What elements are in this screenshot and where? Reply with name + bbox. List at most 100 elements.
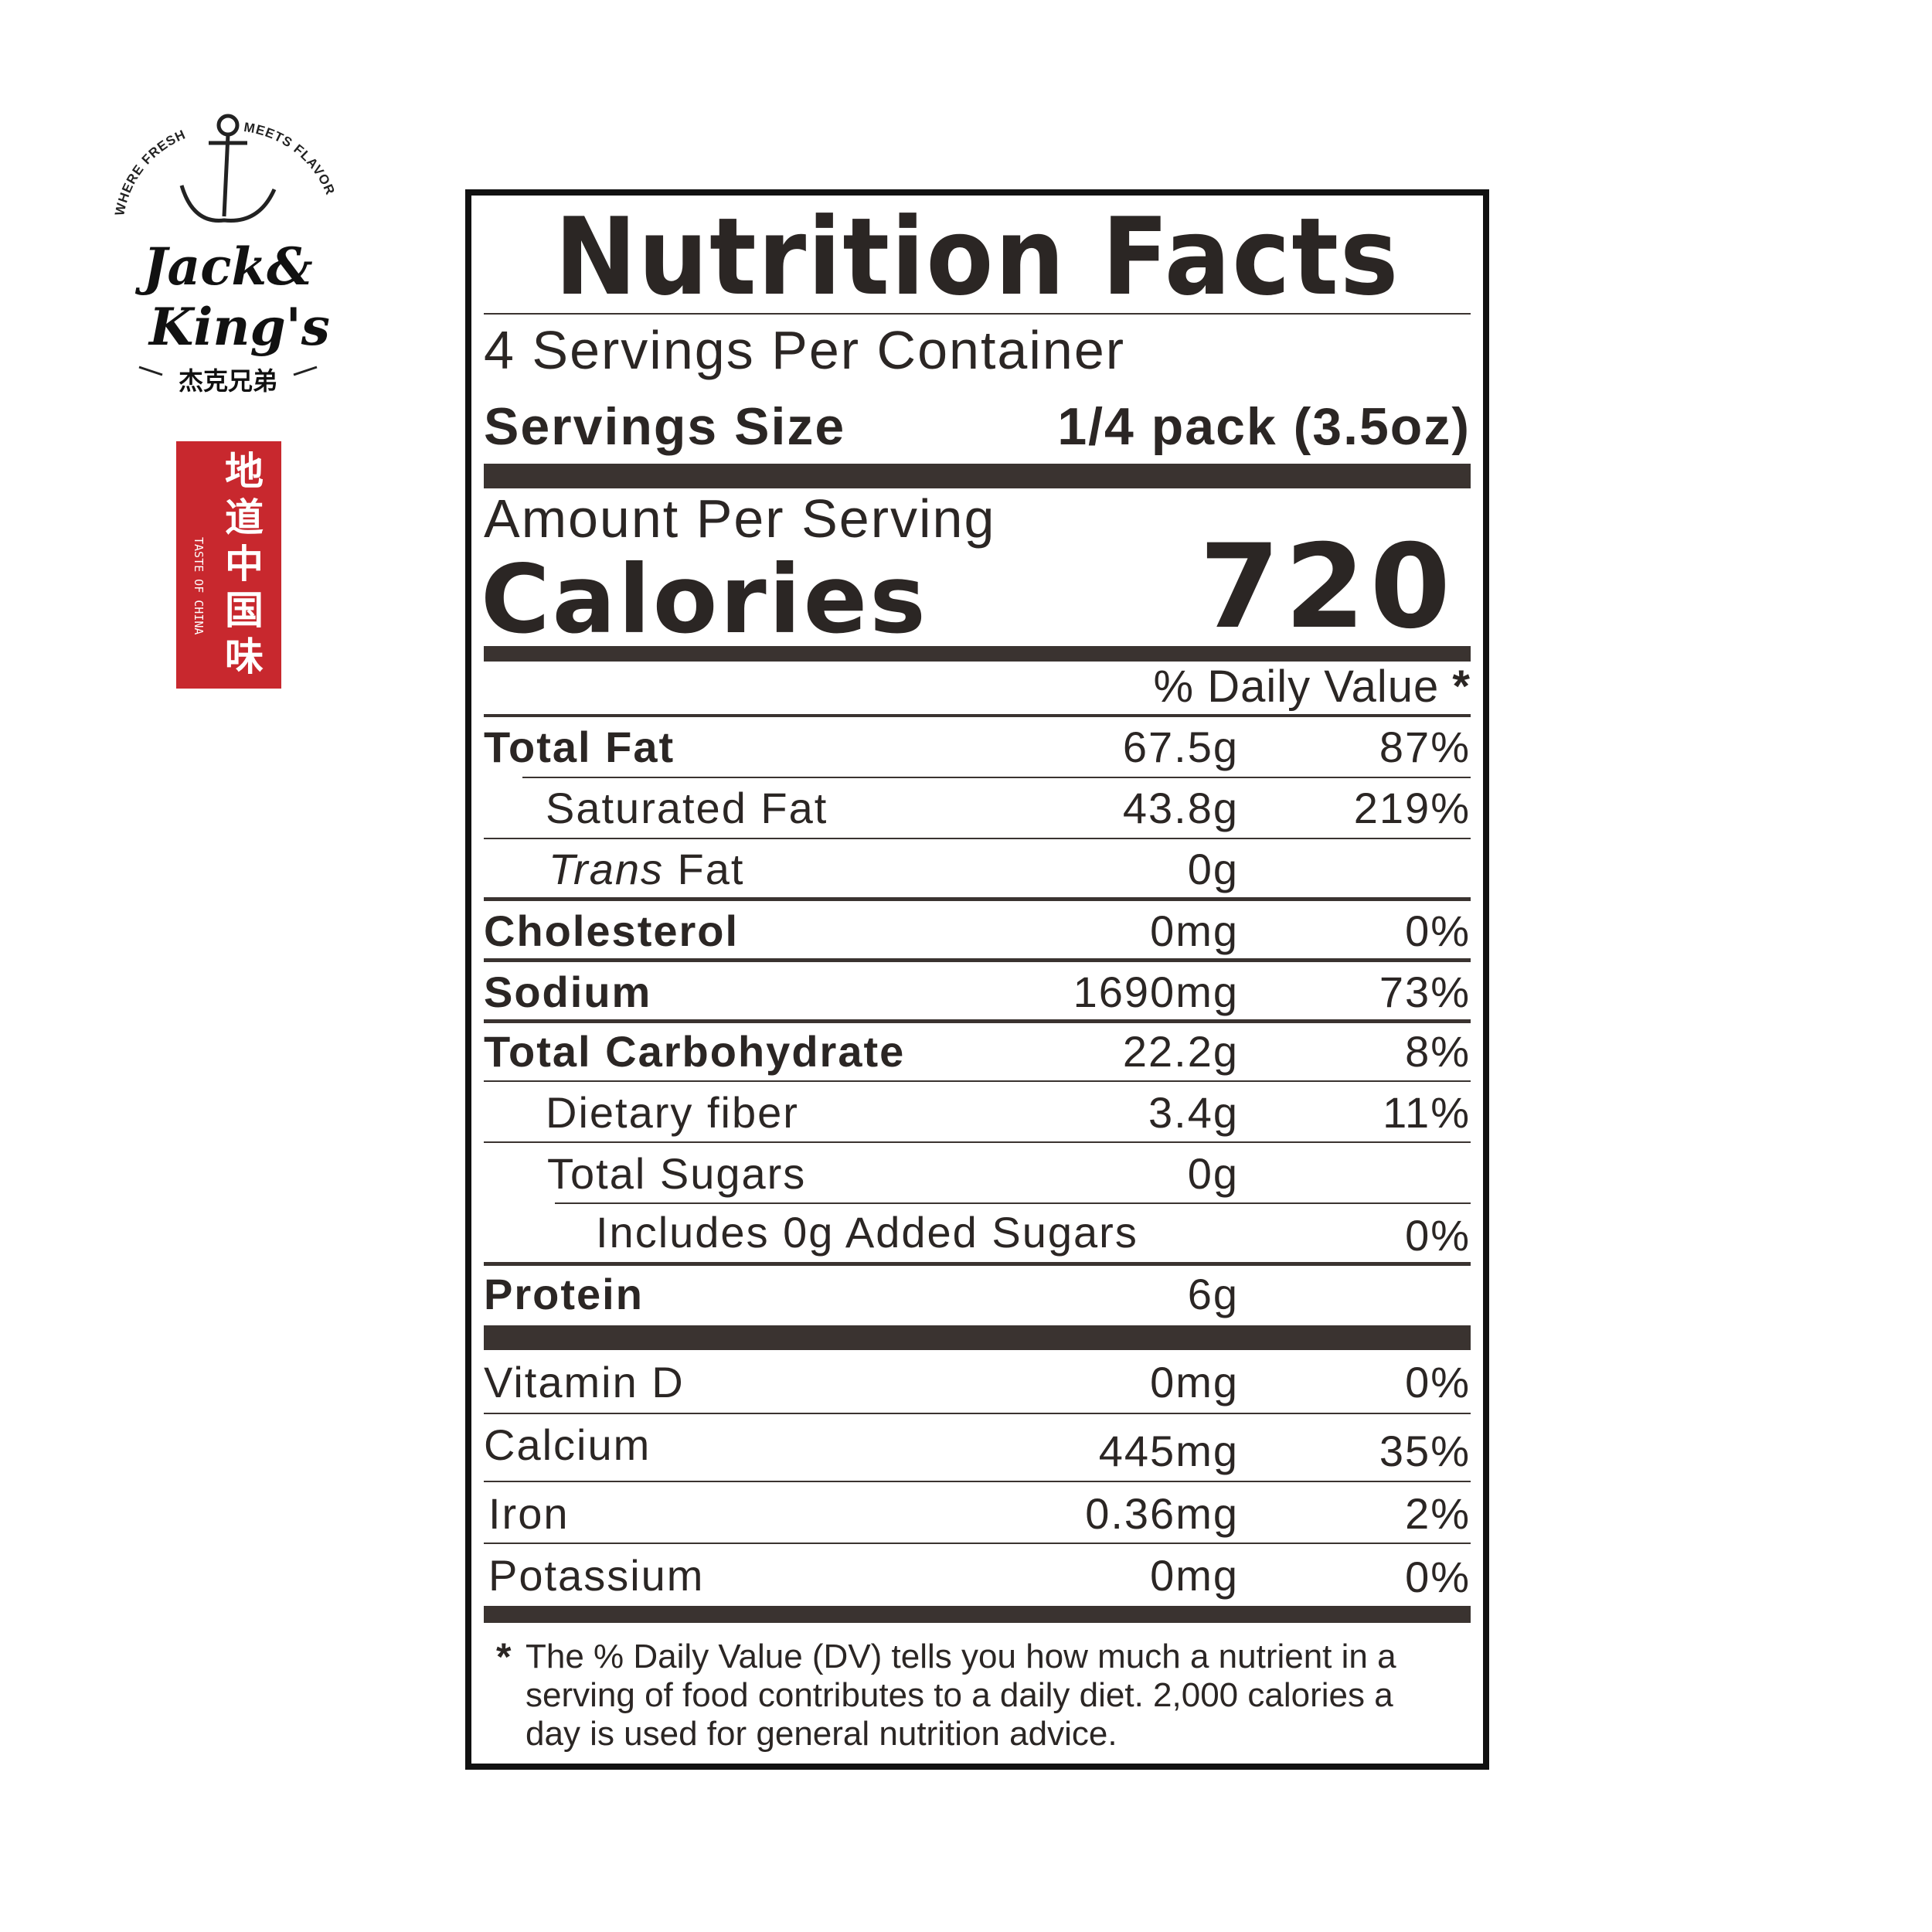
serving-size-value: 1/4 pack (3.5oz) xyxy=(1057,397,1471,456)
seal-english-text: TASTE OF CHINA xyxy=(192,537,206,634)
divider xyxy=(484,714,1471,717)
nutrient-dv: 0% xyxy=(1405,906,1471,955)
amount-per-serving: Amount Per Serving xyxy=(484,488,996,549)
nutrient-row-cholesterol: Cholesterol 0mg 0% xyxy=(484,901,1471,962)
divider xyxy=(484,1141,1471,1143)
svg-text:WHERE FRESH: WHERE FRESH xyxy=(112,127,188,217)
nutrient-amount: 0mg xyxy=(1150,906,1239,955)
nutrient-label: Trans Fat xyxy=(549,845,744,893)
nutrition-facts-label: Nutrition Facts 4 Servings Per Container… xyxy=(465,189,1489,1770)
calories-value: 720 xyxy=(1199,520,1455,655)
svg-text:MEETS FLAVOR: MEETS FLAVOR xyxy=(243,120,338,197)
nutrient-row-added-sugars: Includes 0g Added Sugars 0% xyxy=(484,1202,1471,1264)
vitamin-dv: 0% xyxy=(1405,1553,1471,1601)
divider xyxy=(522,777,1471,778)
nutrient-label: Protein xyxy=(484,1270,644,1318)
nutrient-dv: 87% xyxy=(1379,723,1471,771)
divider xyxy=(484,1262,1471,1266)
calories-label: Calories xyxy=(481,545,928,655)
nutrient-amount: 22.2g xyxy=(1122,1027,1239,1076)
anchor-icon xyxy=(179,114,277,223)
nutrient-label: Includes 0g Added Sugars xyxy=(596,1208,1138,1257)
nutrient-dv: 8% xyxy=(1405,1027,1471,1076)
nutrient-amount: 67.5g xyxy=(1122,723,1239,771)
nutrient-label: Dietary fiber xyxy=(546,1088,799,1137)
vitamin-label: Calcium xyxy=(484,1420,651,1469)
logo-wordmark-2: King's xyxy=(148,297,330,357)
nutrient-row-sodium: Sodium 1690mg 73% xyxy=(484,962,1471,1023)
divider xyxy=(484,313,1471,315)
nutrient-amount: 0g xyxy=(1187,845,1239,893)
divider xyxy=(484,1481,1471,1482)
nutrient-amount: 3.4g xyxy=(1148,1088,1239,1137)
vitamin-row-iron: Iron 0.36mg 2% xyxy=(484,1484,1471,1545)
nutrient-row-trans-fat: Trans Fat 0g xyxy=(484,839,1471,900)
vitamin-amount: 0mg xyxy=(1150,1358,1239,1406)
vitamin-label: Potassium xyxy=(488,1551,705,1600)
thick-divider xyxy=(484,464,1471,488)
nutrient-row-total-fat: Total Fat 67.5g 87% xyxy=(484,717,1471,778)
nutrient-row-dietary-fiber: Dietary fiber 3.4g 11% xyxy=(484,1083,1471,1144)
vitamin-dv: 2% xyxy=(1405,1489,1471,1538)
vitamin-amount: 445mg xyxy=(1098,1427,1239,1475)
nutrient-row-total-carbohydrate: Total Carbohydrate 22.2g 8% xyxy=(484,1022,1471,1083)
dv-header-text: % Daily Value xyxy=(1153,662,1440,712)
footnote-asterisk: * xyxy=(496,1635,512,1679)
trans-italic: Trans xyxy=(549,845,664,893)
vitamin-dv: 35% xyxy=(1379,1427,1471,1475)
label-title: Nutrition Facts xyxy=(554,195,1400,319)
svg-text:味: 味 xyxy=(225,634,264,679)
logo-tagline-left: WHERE FRESH xyxy=(112,127,187,217)
divider xyxy=(555,1202,1471,1204)
daily-value-header: % Daily Value * xyxy=(1154,662,1471,712)
jack-and-kings-logo: WHERE FRESH MEETS FLAVOR Jack& King's 杰克… xyxy=(112,114,338,396)
nutrient-label: Sodium xyxy=(484,968,652,1016)
divider xyxy=(484,1543,1471,1544)
vitamin-amount: 0mg xyxy=(1150,1551,1239,1600)
nutrient-amount: 6g xyxy=(1187,1270,1239,1318)
divider xyxy=(484,958,1471,962)
nutrient-amount: 0g xyxy=(1187,1149,1239,1198)
divider xyxy=(484,838,1471,839)
thick-divider xyxy=(484,1325,1471,1350)
nutrient-label: Total Sugars xyxy=(547,1149,807,1198)
thick-divider xyxy=(484,646,1471,662)
vitamin-label: Vitamin D xyxy=(484,1358,685,1406)
logo-tagline-right: MEETS FLAVOR xyxy=(243,120,337,197)
divider xyxy=(484,897,1471,901)
svg-text:中: 中 xyxy=(225,542,264,587)
divider xyxy=(484,1080,1471,1082)
fat-text: Fat xyxy=(664,845,745,893)
nutrient-amount: 43.8g xyxy=(1122,784,1239,832)
vitamin-row-calcium: Calcium 445mg 35% xyxy=(484,1415,1471,1476)
dv-asterisk: * xyxy=(1452,662,1471,712)
nutrient-amount: 1690mg xyxy=(1073,968,1239,1016)
serving-size-label: Servings Size xyxy=(484,397,846,456)
footnote-text: The % Daily Value (DV) tells you how muc… xyxy=(526,1638,1396,1753)
vitamin-amount: 0.36mg xyxy=(1085,1489,1239,1538)
nutrient-dv: 73% xyxy=(1379,968,1471,1016)
seal-chinese-text: 地 道 中 国 味 xyxy=(225,449,264,679)
svg-text:道: 道 xyxy=(225,495,264,540)
vitamin-dv: 0% xyxy=(1405,1358,1471,1406)
vitamin-label: Iron xyxy=(488,1489,570,1538)
nutrient-label: Saturated Fat xyxy=(546,784,828,832)
nutrient-dv: 0% xyxy=(1405,1211,1471,1260)
thick-divider xyxy=(484,1606,1471,1623)
servings-per-container: 4 Servings Per Container xyxy=(484,320,1126,380)
svg-text:地: 地 xyxy=(225,449,264,494)
nutrient-label: Cholesterol xyxy=(484,906,740,955)
nutrient-row-total-sugars: Total Sugars 0g xyxy=(484,1144,1471,1205)
taste-of-china-seal: 地 道 中 国 味 TASTE OF CHINA xyxy=(176,441,281,689)
vitamin-row-vitamin-d: Vitamin D 0mg 0% xyxy=(484,1352,1471,1413)
nutrient-dv: 11% xyxy=(1383,1088,1471,1137)
logo-chinese-name: 杰克兄弟 xyxy=(179,366,277,396)
logo-wordmark: Jack& xyxy=(134,236,313,297)
divider xyxy=(484,1413,1471,1414)
footnote: * The % Daily Value (DV) tells you how m… xyxy=(496,1638,1447,1753)
divider xyxy=(484,1019,1471,1023)
svg-text:国: 国 xyxy=(225,588,264,633)
nutrient-row-protein: Protein 6g xyxy=(484,1264,1471,1325)
nutrient-row-saturated-fat: Saturated Fat 43.8g 219% xyxy=(484,778,1471,839)
nutrient-dv: 219% xyxy=(1353,784,1471,832)
